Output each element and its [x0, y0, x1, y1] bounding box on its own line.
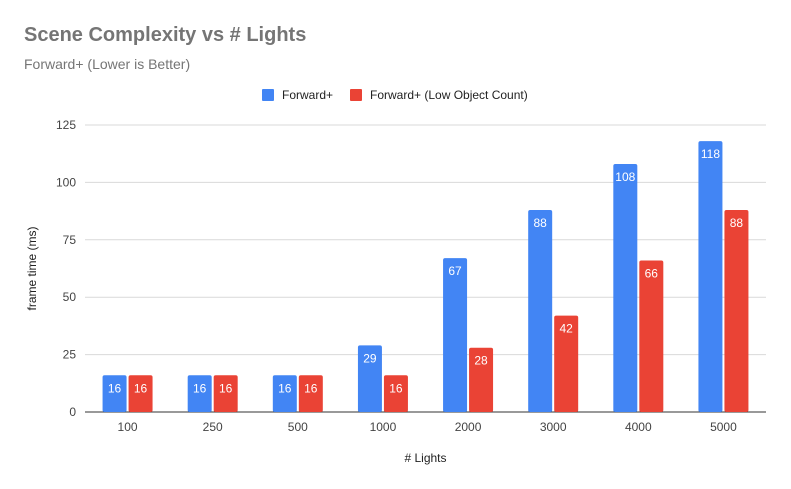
data-label: 16	[278, 381, 292, 395]
data-label: 42	[560, 322, 574, 336]
y-tick-label: 100	[56, 175, 76, 189]
bar	[528, 209, 553, 412]
y-tick-label: 75	[63, 233, 77, 247]
bar	[639, 260, 664, 412]
data-label: 28	[474, 354, 488, 368]
x-tick-label: 5000	[710, 420, 737, 434]
bar	[554, 315, 579, 412]
data-label: 16	[134, 381, 148, 395]
data-label: 16	[389, 381, 403, 395]
legend-swatch	[350, 89, 362, 101]
bar	[469, 347, 494, 412]
chart-title: Scene Complexity vs # Lights	[24, 24, 307, 46]
data-label: 16	[219, 381, 233, 395]
data-label: 66	[645, 266, 659, 280]
data-label: 118	[701, 147, 720, 161]
y-axis-label: frame time (ms)	[25, 226, 39, 310]
bar	[613, 164, 638, 412]
x-tick-label: 250	[203, 420, 223, 434]
x-tick-label: 100	[118, 420, 138, 434]
data-label: 67	[448, 264, 462, 278]
bar	[187, 375, 212, 412]
data-label: 16	[108, 381, 122, 395]
data-label: 16	[193, 381, 207, 395]
bar	[213, 375, 238, 412]
data-label: 88	[534, 216, 548, 230]
y-tick-label: 0	[69, 405, 76, 419]
data-label: 29	[363, 351, 377, 365]
legend-label: Forward+ (Low Object Count)	[370, 88, 528, 102]
y-tick-label: 25	[63, 348, 77, 362]
legend-swatch	[262, 89, 274, 101]
legend-label: Forward+	[282, 88, 333, 102]
y-tick-label: 125	[56, 118, 76, 132]
x-tick-label: 4000	[625, 420, 652, 434]
data-label: 88	[730, 216, 744, 230]
chart-subtitle: Forward+ (Lower is Better)	[24, 56, 191, 72]
data-label: 16	[304, 381, 318, 395]
bar	[443, 258, 468, 412]
bar	[698, 141, 723, 412]
data-label: 108	[615, 170, 635, 184]
bar	[298, 375, 323, 412]
y-tick-label: 50	[63, 290, 77, 304]
bar	[724, 209, 749, 412]
x-tick-label: 2000	[455, 420, 482, 434]
bar	[102, 375, 127, 412]
x-tick-label: 500	[288, 420, 308, 434]
x-axis-label: # Lights	[404, 451, 446, 465]
x-tick-label: 1000	[370, 420, 397, 434]
bar	[128, 375, 153, 412]
bar	[272, 375, 297, 412]
bar	[383, 375, 408, 412]
x-tick-label: 3000	[540, 420, 567, 434]
bar	[357, 345, 382, 412]
